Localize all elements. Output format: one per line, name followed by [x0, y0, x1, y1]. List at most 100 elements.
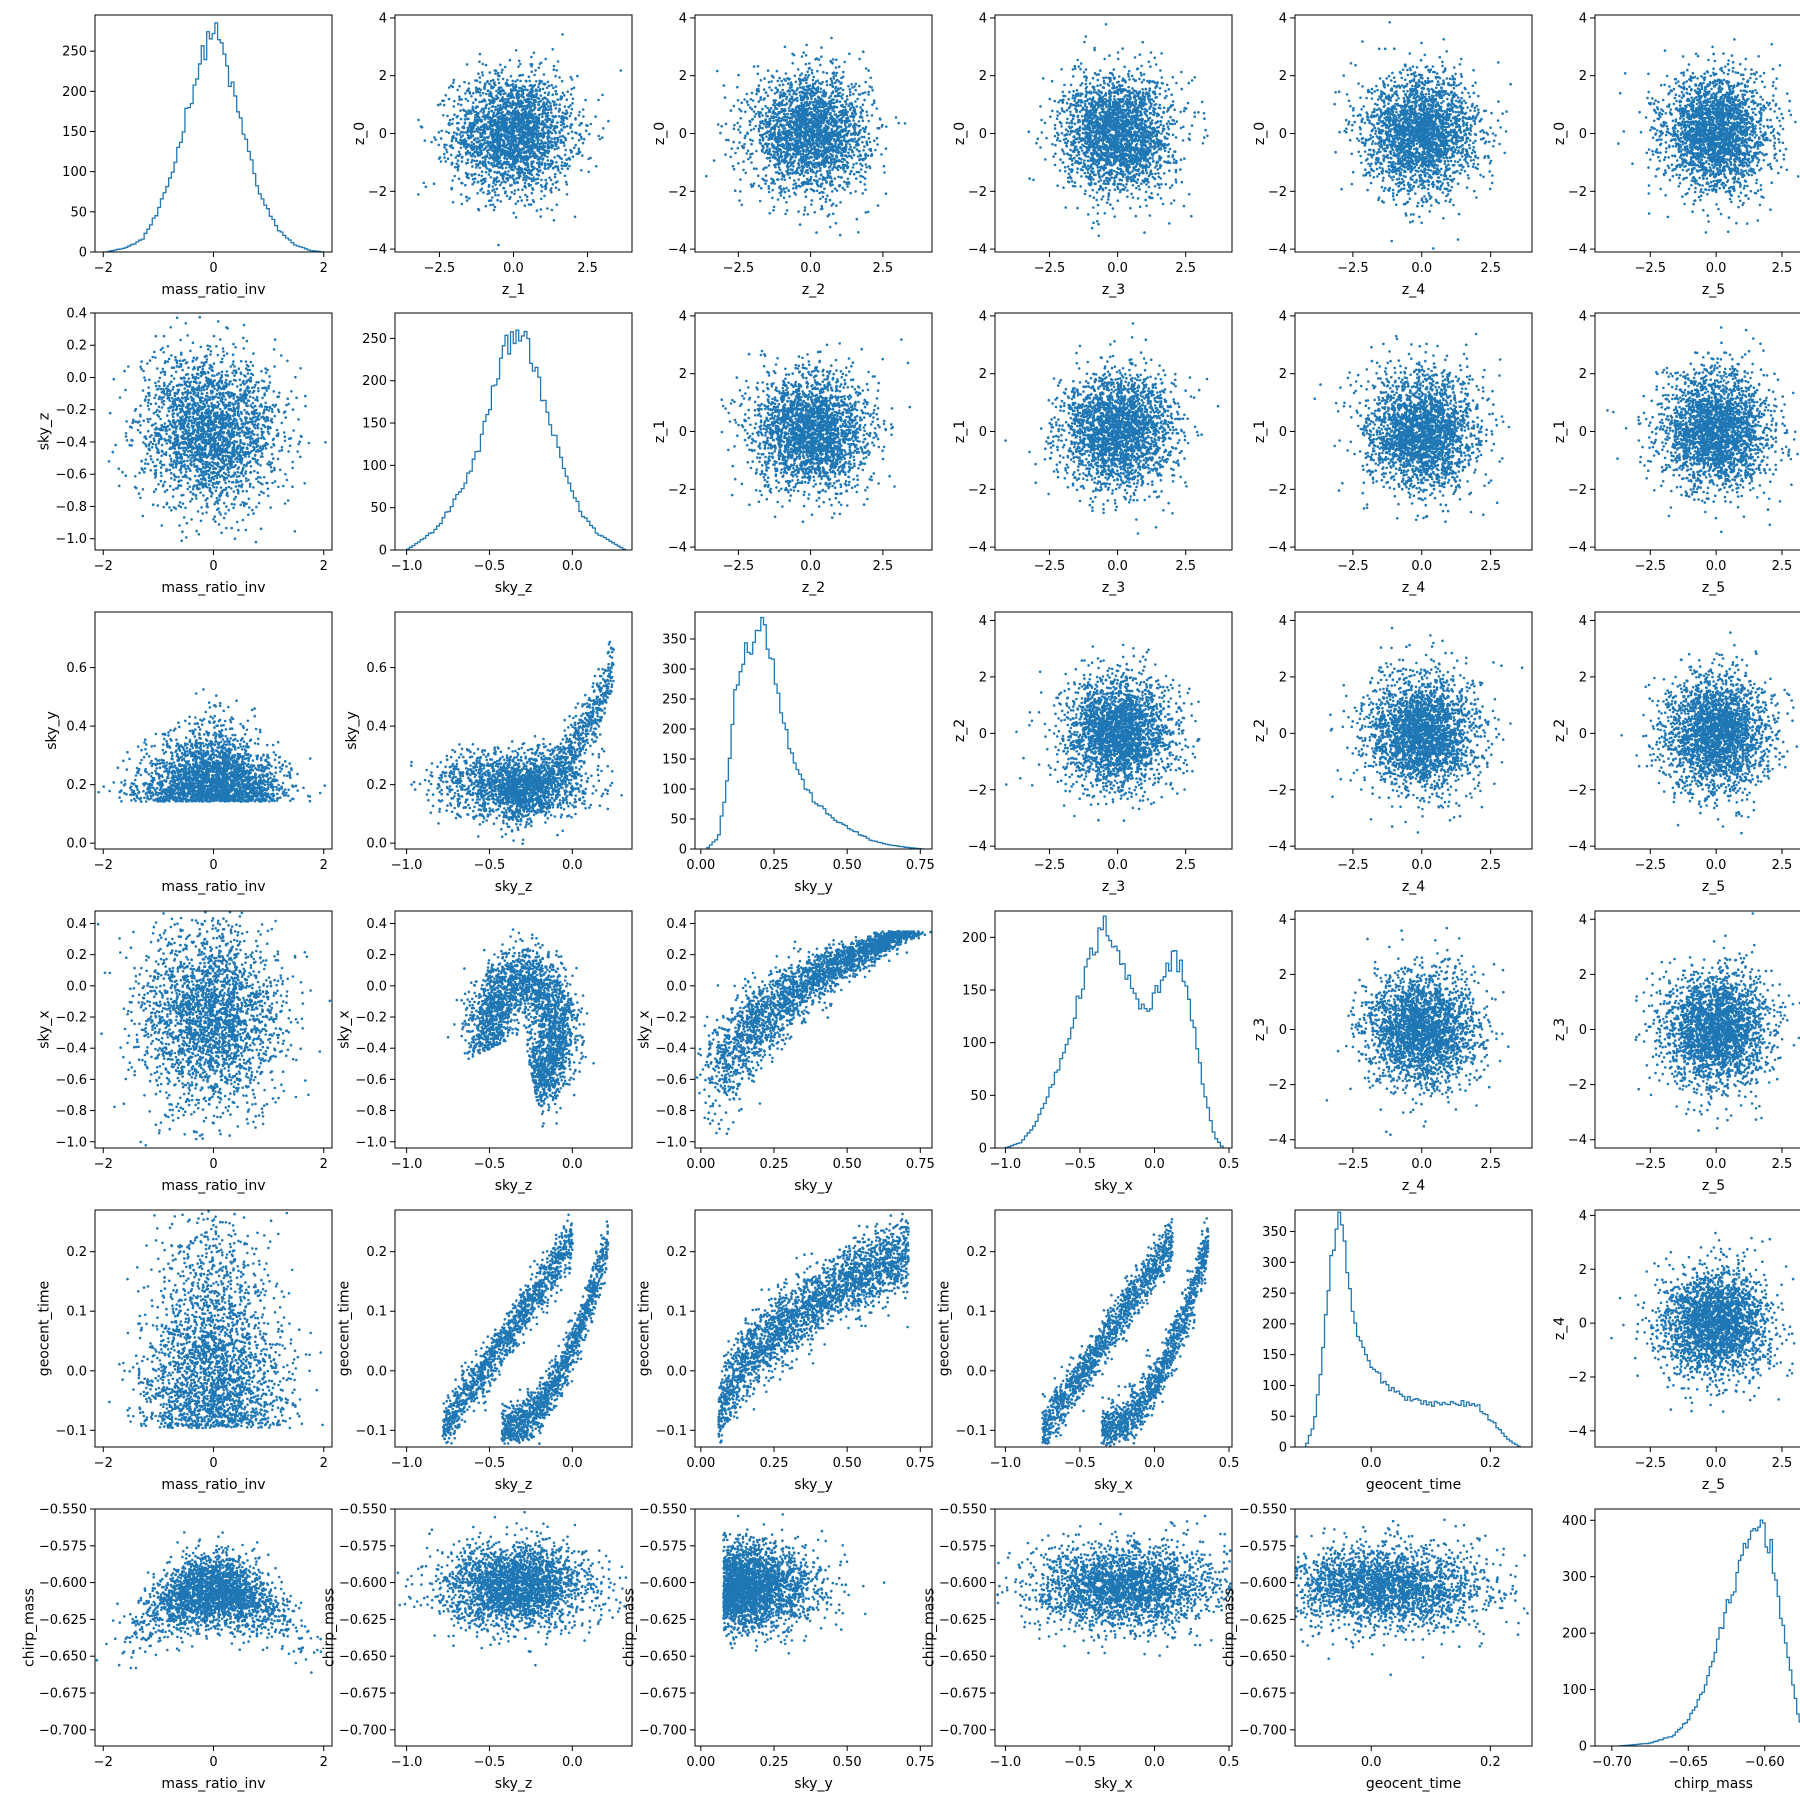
data-point	[556, 98, 559, 101]
data-point	[510, 184, 513, 187]
x-tick-label: −1.0	[990, 1157, 1022, 1172]
x-tick-label: 2	[320, 261, 328, 276]
y-tick-label: 100	[962, 1036, 987, 1051]
data-point	[528, 177, 531, 180]
data-point	[547, 81, 550, 84]
data-point	[571, 130, 574, 133]
data-point	[542, 136, 545, 139]
data-point	[503, 180, 506, 183]
data-point	[542, 108, 545, 111]
data-point	[578, 150, 581, 153]
data-point	[567, 132, 570, 135]
data-point	[453, 175, 456, 178]
data-point	[570, 88, 573, 91]
y-tick-label: 300	[662, 663, 687, 678]
histogram-step-sky_x	[1005, 916, 1223, 1148]
panel-hist-geocent_time: 0.0 0.2050100150200250300350geocent_time	[1262, 1210, 1532, 1493]
data-point	[542, 88, 545, 91]
data-point	[570, 112, 573, 115]
data-point	[548, 176, 551, 179]
data-point	[472, 92, 475, 95]
data-point	[497, 78, 500, 81]
x-axis-label: mass_ratio_inv	[161, 282, 265, 298]
y-tick-label: 200	[1562, 1627, 1587, 1642]
data-point	[497, 244, 500, 247]
data-point	[550, 121, 553, 124]
data-point	[570, 93, 573, 96]
data-point	[451, 123, 454, 126]
data-point	[451, 140, 454, 143]
data-point	[512, 158, 515, 161]
data-point	[496, 98, 499, 101]
data-point	[522, 179, 525, 182]
data-point	[466, 199, 469, 202]
data-point	[452, 118, 455, 121]
data-point	[469, 112, 472, 115]
data-point	[580, 169, 583, 172]
data-point	[494, 191, 497, 194]
data-point	[539, 215, 542, 218]
data-point	[510, 191, 513, 194]
data-point	[452, 147, 455, 150]
data-point	[487, 149, 490, 152]
data-point	[551, 132, 554, 135]
data-point	[555, 85, 558, 88]
data-point	[566, 193, 569, 196]
data-point	[499, 200, 502, 203]
data-point	[459, 109, 462, 112]
data-point	[540, 184, 543, 187]
histogram-step-sky_z	[407, 330, 626, 550]
y-tick-label: 350	[1262, 1225, 1287, 1240]
data-point	[424, 139, 427, 142]
data-point	[494, 194, 497, 197]
data-point	[457, 128, 460, 131]
x-tick-label: −0.65	[1668, 1755, 1708, 1770]
data-point	[453, 131, 456, 134]
data-point	[541, 115, 544, 118]
data-point	[469, 92, 472, 95]
data-point	[582, 108, 585, 111]
data-point	[452, 136, 455, 139]
data-point	[573, 87, 576, 90]
data-point	[425, 186, 428, 189]
data-point	[467, 128, 470, 131]
data-point	[555, 165, 558, 168]
data-point	[509, 59, 512, 62]
data-point	[467, 158, 470, 161]
data-point	[547, 94, 550, 97]
data-point	[558, 110, 561, 113]
data-point	[490, 80, 493, 83]
data-point	[566, 90, 569, 93]
data-point	[468, 82, 471, 85]
data-point	[449, 145, 452, 148]
data-point	[519, 196, 522, 199]
data-point	[499, 160, 502, 163]
data-point	[555, 132, 558, 135]
data-point	[465, 153, 468, 156]
data-point	[569, 158, 572, 161]
data-point	[532, 130, 535, 133]
data-point	[563, 94, 566, 97]
data-point	[479, 94, 482, 97]
data-point	[537, 139, 540, 142]
data-point	[442, 114, 445, 117]
data-point	[471, 165, 474, 168]
data-point	[454, 166, 457, 169]
data-point	[607, 120, 610, 123]
data-point	[481, 170, 484, 173]
data-point	[561, 167, 564, 170]
data-point	[533, 74, 536, 77]
x-tick-label: 0.0	[503, 261, 524, 276]
data-point	[478, 101, 481, 104]
data-point	[549, 189, 552, 192]
data-point	[438, 157, 441, 160]
y-axis-label: z_0	[352, 122, 368, 145]
data-point	[554, 173, 557, 176]
data-point	[520, 102, 523, 105]
data-point	[581, 154, 584, 157]
data-point	[455, 139, 458, 142]
data-point	[511, 80, 514, 83]
data-point	[526, 104, 529, 107]
data-point	[453, 113, 456, 116]
x-axis-label: sky_x	[1094, 1178, 1132, 1194]
